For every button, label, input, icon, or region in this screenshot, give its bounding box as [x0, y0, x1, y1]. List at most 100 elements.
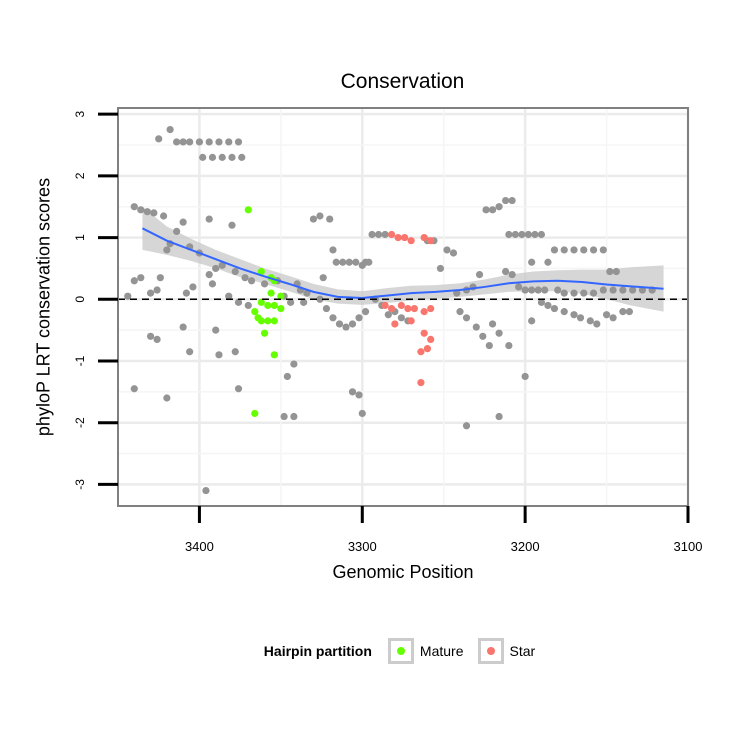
confidence-band-layer — [142, 206, 664, 312]
point-other — [488, 206, 497, 214]
point-other — [326, 215, 334, 223]
point-other — [137, 206, 145, 214]
point-other — [287, 298, 295, 306]
point-other — [186, 138, 194, 146]
legend-title: Hairpin partition — [263, 643, 372, 659]
point-other — [374, 230, 383, 239]
point-other — [179, 323, 187, 331]
point-other — [502, 196, 510, 205]
point-other — [528, 258, 536, 266]
point-other — [472, 323, 480, 331]
point-other — [609, 314, 617, 322]
point-star — [420, 329, 428, 337]
point-other — [231, 267, 239, 276]
point-other — [505, 230, 513, 239]
point-other — [482, 206, 490, 214]
point-other — [202, 486, 210, 495]
y-tick-label: -3 — [73, 479, 87, 490]
point-other — [212, 326, 220, 334]
data-points — [124, 125, 656, 495]
point-mature — [260, 329, 269, 337]
point-other — [231, 348, 239, 356]
point-other — [593, 320, 601, 328]
point-other — [521, 286, 529, 294]
point-star — [404, 304, 412, 313]
point-other — [619, 286, 627, 294]
point-other — [345, 258, 353, 266]
point-other — [225, 138, 233, 146]
point-other — [381, 230, 389, 239]
point-other — [319, 274, 327, 282]
y-tick-label: 3 — [73, 111, 87, 118]
point-other — [173, 138, 181, 146]
y-tick-label: 2 — [73, 172, 87, 179]
point-mature — [270, 317, 278, 325]
point-other — [443, 246, 451, 254]
point-star — [397, 301, 405, 310]
point-other — [537, 298, 546, 306]
point-other — [550, 304, 559, 313]
point-mature — [264, 317, 272, 325]
point-other — [322, 304, 331, 313]
point-other — [234, 138, 243, 146]
point-other — [368, 230, 376, 239]
point-other — [521, 372, 529, 381]
point-other — [589, 289, 598, 297]
point-other — [570, 289, 578, 297]
point-other — [290, 360, 298, 368]
point-other — [550, 246, 559, 254]
plot-frame — [117, 107, 689, 507]
y-axis-label: phyloP LRT conservation scores — [33, 177, 54, 437]
point-other — [329, 314, 337, 322]
point-other — [515, 283, 523, 291]
point-other — [280, 412, 288, 421]
point-star — [381, 301, 389, 310]
point-other — [208, 153, 217, 161]
point-other — [316, 212, 324, 220]
y-axis-ticks: 3 2 1 0 -1 -2 -3 — [73, 111, 118, 490]
point-other — [130, 203, 138, 211]
point-other — [599, 246, 607, 254]
point-star — [394, 233, 402, 242]
legend-label-star: Star — [509, 643, 536, 659]
point-other — [212, 264, 220, 273]
point-other — [606, 267, 614, 276]
point-other — [234, 298, 243, 306]
point-other — [186, 348, 194, 356]
point-other — [544, 258, 552, 266]
point-other — [397, 314, 405, 322]
point-other — [355, 391, 363, 399]
x-axis-label: Genomic Position — [332, 562, 474, 582]
point-other — [528, 286, 536, 294]
x-tick-label: 3400 — [185, 539, 214, 554]
point-other — [179, 218, 187, 226]
point-other — [462, 314, 471, 322]
legend-item-star: Star — [477, 638, 536, 664]
point-star — [420, 308, 428, 316]
point-other — [300, 298, 308, 306]
point-mature — [244, 206, 252, 214]
legend-label-mature: Mature — [419, 643, 464, 659]
point-other — [479, 332, 487, 340]
point-mature — [251, 409, 259, 418]
point-other — [179, 138, 187, 146]
point-mature — [267, 289, 275, 297]
legend-dot-star — [486, 647, 495, 655]
point-other — [436, 264, 445, 273]
point-star — [417, 348, 425, 356]
point-other — [462, 422, 471, 430]
point-other — [329, 246, 337, 254]
point-mature — [277, 292, 285, 300]
point-other — [205, 138, 213, 146]
legend-item-mature: Mature — [387, 638, 464, 664]
point-other — [163, 246, 171, 254]
legend-dot-mature — [396, 647, 405, 655]
point-other — [508, 271, 516, 279]
point-other — [163, 394, 171, 402]
point-other — [156, 274, 164, 282]
chart-title: Conservation — [340, 70, 465, 93]
x-axis-ticks: 3400 3300 3200 3100 — [185, 506, 702, 554]
point-star — [410, 304, 418, 313]
point-other — [215, 138, 223, 146]
